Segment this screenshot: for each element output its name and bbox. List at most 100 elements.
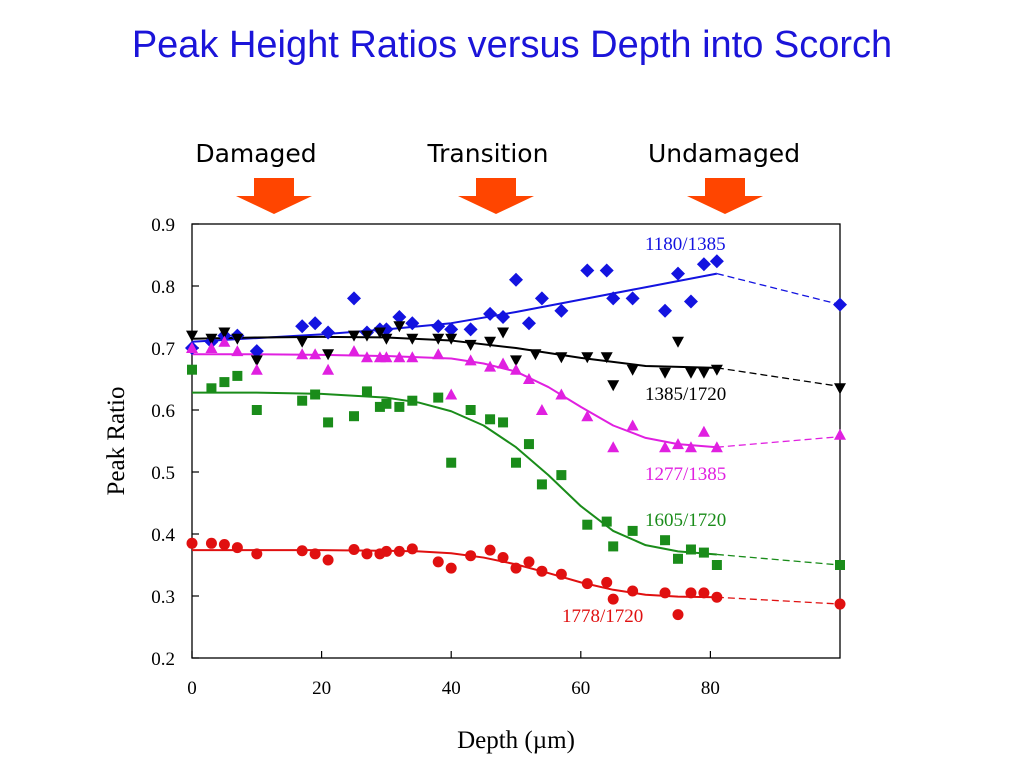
data-point (347, 291, 361, 306)
data-point (406, 351, 419, 363)
data-point (295, 319, 310, 334)
data-point (697, 425, 710, 437)
series-label: 1778/1720 (562, 606, 643, 627)
data-point (309, 548, 321, 560)
data-point (626, 364, 639, 376)
data-point (673, 553, 683, 564)
data-point (232, 370, 243, 381)
y-tick-label: 0.6 (151, 401, 175, 422)
data-point (534, 291, 549, 306)
data-point (582, 519, 593, 530)
data-point (432, 348, 445, 360)
data-point (251, 405, 262, 415)
data-point (374, 401, 385, 412)
data-point (406, 333, 419, 345)
fit-line (192, 391, 717, 556)
data-point (600, 352, 613, 364)
data-point (485, 414, 496, 425)
extrapolation-line (716, 436, 841, 448)
y-tick-label: 0.9 (151, 215, 175, 236)
data-point (510, 562, 522, 574)
series-label: 1605/1720 (645, 510, 726, 531)
zone-label-transition: Transition (427, 139, 549, 168)
data-point (659, 367, 672, 379)
data-point (433, 392, 444, 403)
data-point (231, 345, 244, 357)
data-point (601, 516, 612, 527)
data-point (205, 342, 218, 353)
data-point (555, 568, 567, 580)
data-point (186, 342, 198, 353)
series-label: 1180/1385 (645, 234, 726, 255)
data-point (310, 389, 321, 400)
series-label: 1277/1385 (645, 464, 726, 485)
data-point (554, 303, 569, 318)
data-point (464, 354, 477, 366)
data-point (536, 565, 548, 577)
data-point (322, 363, 335, 375)
data-point (834, 428, 846, 440)
data-point (309, 348, 322, 360)
data-point (446, 457, 457, 468)
data-point (392, 310, 407, 324)
data-point (509, 272, 523, 287)
data-point (834, 383, 846, 395)
down-arrow-icon (458, 178, 534, 214)
data-point (709, 254, 724, 269)
data-point (711, 591, 723, 603)
x-tick-label: 0 (187, 678, 197, 699)
data-point (231, 542, 243, 554)
data-point (445, 388, 458, 400)
data-point (250, 363, 263, 375)
data-point (601, 576, 613, 588)
data-point (659, 441, 672, 453)
y-tick-label: 0.7 (151, 339, 175, 360)
data-point (348, 544, 360, 555)
extrapolation-line (716, 596, 841, 605)
data-point (483, 306, 498, 321)
data-point (465, 550, 477, 562)
fit-line (192, 353, 717, 449)
extrapolation-line (716, 367, 841, 388)
plot-frame (191, 223, 841, 659)
data-point (218, 327, 231, 339)
data-point (627, 525, 638, 536)
data-point (497, 327, 510, 339)
data-point (380, 545, 392, 557)
data-point (361, 386, 372, 397)
data-point (555, 388, 568, 400)
data-point (348, 330, 360, 342)
data-point (463, 322, 478, 337)
x-axis-title: Depth (µm) (457, 727, 575, 754)
data-point (696, 257, 711, 272)
data-point (685, 544, 696, 555)
data-point (348, 345, 360, 357)
data-point (393, 321, 406, 333)
data-point (606, 291, 621, 306)
data-point (523, 439, 534, 450)
y-tick-label: 0.3 (151, 587, 175, 608)
data-point (218, 335, 231, 347)
data-point (394, 401, 405, 412)
data-point (608, 541, 619, 552)
data-point (672, 609, 684, 621)
data-point (580, 263, 595, 278)
data-point (251, 548, 263, 560)
data-point (405, 316, 420, 331)
data-point (484, 544, 496, 556)
data-point (231, 333, 244, 345)
data-point (698, 587, 710, 599)
data-point (497, 552, 509, 564)
extrapolation-line (716, 272, 841, 306)
data-point (523, 556, 535, 568)
data-point (360, 330, 373, 342)
data-point (218, 539, 230, 551)
data-point (219, 377, 230, 388)
data-point (432, 556, 444, 568)
x-tick-label: 40 (442, 678, 461, 699)
data-point (464, 339, 477, 351)
data-point (683, 294, 698, 309)
data-point (658, 303, 673, 318)
data-point (444, 322, 459, 337)
